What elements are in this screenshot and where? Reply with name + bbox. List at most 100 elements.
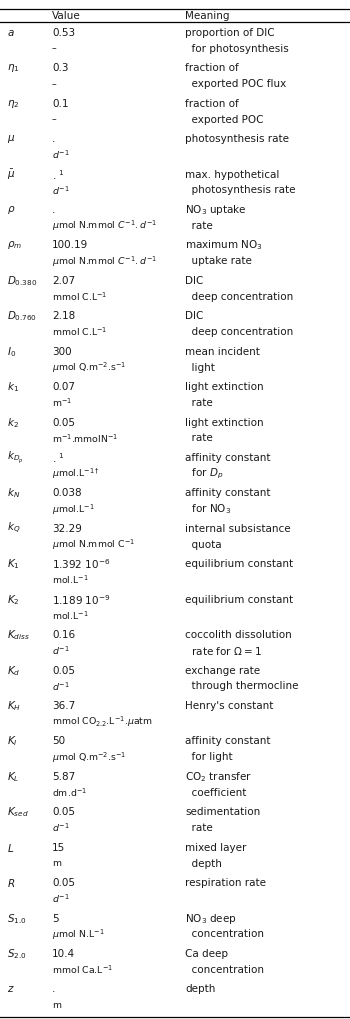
Text: 300: 300 (52, 346, 72, 357)
Text: $k_{D_p}$: $k_{D_p}$ (7, 450, 23, 466)
Text: exported POC: exported POC (185, 114, 264, 124)
Text: $D_{0.760}$: $D_{0.760}$ (7, 310, 37, 323)
Text: mmol C.L$^{-1}$: mmol C.L$^{-1}$ (52, 326, 107, 338)
Text: . $^1$: . $^1$ (52, 168, 65, 181)
Text: $D_{0.380}$: $D_{0.380}$ (7, 274, 37, 287)
Text: concentration: concentration (185, 965, 264, 975)
Text: $K_{sed}$: $K_{sed}$ (7, 805, 29, 819)
Text: equilibrium constant: equilibrium constant (185, 559, 293, 570)
Text: $k_Q$: $k_Q$ (7, 522, 20, 536)
Text: $\mu$mol.L$^{-1}$: $\mu$mol.L$^{-1}$ (52, 502, 95, 517)
Text: DIC: DIC (185, 276, 203, 286)
Text: mixed layer: mixed layer (185, 843, 246, 853)
Text: affinity constant: affinity constant (185, 737, 271, 747)
Text: $K_{diss}$: $K_{diss}$ (7, 629, 30, 642)
Text: dm.d$^{-1}$: dm.d$^{-1}$ (52, 787, 87, 799)
Text: deep concentration: deep concentration (185, 291, 293, 302)
Text: 0.05: 0.05 (52, 665, 75, 676)
Text: 1.189 $10^{-9}$: 1.189 $10^{-9}$ (52, 593, 111, 606)
Text: internal subsistance: internal subsistance (185, 524, 290, 534)
Text: for $D_p$: for $D_p$ (185, 467, 223, 481)
Text: $\rho_m$: $\rho_m$ (7, 239, 22, 252)
Text: $\mu$mol Q.m$^{-2}$.s$^{-1}$: $\mu$mol Q.m$^{-2}$.s$^{-1}$ (52, 750, 126, 764)
Text: 0.1: 0.1 (52, 99, 69, 109)
Text: $K_I$: $K_I$ (7, 735, 18, 748)
Text: m: m (52, 1001, 61, 1010)
Text: 32.29: 32.29 (52, 524, 82, 534)
Text: respiration rate: respiration rate (185, 878, 266, 889)
Text: $K_2$: $K_2$ (7, 593, 20, 606)
Text: $\bar{\mu}$: $\bar{\mu}$ (7, 167, 15, 181)
Text: NO$_3$ deep: NO$_3$ deep (185, 912, 237, 925)
Text: .: . (52, 984, 55, 995)
Text: $k_1$: $k_1$ (7, 380, 19, 394)
Text: 0.07: 0.07 (52, 382, 75, 392)
Text: rate: rate (185, 823, 213, 834)
Text: $d^{-1}$: $d^{-1}$ (52, 184, 70, 197)
Text: 0.16: 0.16 (52, 630, 75, 640)
Text: $k_2$: $k_2$ (7, 416, 19, 430)
Text: $\eta_1$: $\eta_1$ (7, 62, 20, 74)
Text: $d^{-1}$: $d^{-1}$ (52, 822, 70, 835)
Text: photosynthesis rate: photosynthesis rate (185, 185, 295, 196)
Text: $\mu$: $\mu$ (7, 133, 15, 145)
Text: through thermocline: through thermocline (185, 682, 299, 692)
Text: 5: 5 (52, 914, 59, 923)
Text: affinity constant: affinity constant (185, 453, 271, 463)
Text: $\mu$mol.L$^{-1\dagger}$: $\mu$mol.L$^{-1\dagger}$ (52, 467, 100, 481)
Text: rate: rate (185, 221, 213, 231)
Text: sedimentation: sedimentation (185, 807, 260, 817)
Text: .: . (52, 135, 55, 145)
Text: –: – (52, 44, 57, 53)
Text: $d^{-1}$: $d^{-1}$ (52, 680, 70, 693)
Text: $\mu$mol N.L$^{-1}$: $\mu$mol N.L$^{-1}$ (52, 927, 105, 942)
Text: CO$_2$ transfer: CO$_2$ transfer (185, 770, 252, 784)
Text: $\eta_2$: $\eta_2$ (7, 98, 19, 110)
Text: 2.18: 2.18 (52, 312, 75, 321)
Text: fraction of: fraction of (185, 63, 239, 73)
Text: m: m (52, 859, 61, 868)
Text: DIC: DIC (185, 312, 203, 321)
Text: 0.05: 0.05 (52, 418, 75, 428)
Text: NO$_3$ uptake: NO$_3$ uptake (185, 203, 247, 217)
Text: 2.07: 2.07 (52, 276, 75, 286)
Text: $S_{2.0}$: $S_{2.0}$ (7, 947, 27, 961)
Text: $d^{-1}$: $d^{-1}$ (52, 893, 70, 905)
Text: $z$: $z$ (7, 984, 15, 995)
Text: light extinction: light extinction (185, 418, 264, 428)
Text: mmol CO$_{2.2}$.L$^{-1}$.$\mu$atm: mmol CO$_{2.2}$.L$^{-1}$.$\mu$atm (52, 714, 153, 730)
Text: Meaning: Meaning (185, 10, 230, 20)
Text: 50: 50 (52, 737, 65, 747)
Text: exchange rate: exchange rate (185, 665, 260, 676)
Text: for photosynthesis: for photosynthesis (185, 44, 289, 54)
Text: m$^{-1}$: m$^{-1}$ (52, 396, 72, 410)
Text: 1.392 $10^{-6}$: 1.392 $10^{-6}$ (52, 557, 110, 572)
Text: for NO$_3$: for NO$_3$ (185, 502, 231, 517)
Text: $K_d$: $K_d$ (7, 663, 20, 678)
Text: maximum NO$_3$: maximum NO$_3$ (185, 238, 262, 253)
Text: $\mu$mol N.mmol $C^{-1}.d^{-1}$: $\mu$mol N.mmol $C^{-1}.d^{-1}$ (52, 219, 157, 233)
Text: rate for $\Omega = 1$: rate for $\Omega = 1$ (185, 645, 262, 657)
Text: depth: depth (185, 859, 222, 868)
Text: 0.05: 0.05 (52, 878, 75, 889)
Text: $S_{1.0}$: $S_{1.0}$ (7, 912, 27, 925)
Text: uptake rate: uptake rate (185, 257, 252, 266)
Text: –: – (52, 79, 57, 89)
Text: 36.7: 36.7 (52, 701, 75, 711)
Text: 0.3: 0.3 (52, 63, 69, 73)
Text: $\rho$: $\rho$ (7, 204, 15, 216)
Text: max. hypothetical: max. hypothetical (185, 169, 279, 179)
Text: exported POC flux: exported POC flux (185, 79, 286, 90)
Text: .: . (52, 205, 55, 215)
Text: $K_L$: $K_L$ (7, 770, 19, 784)
Text: deep concentration: deep concentration (185, 327, 293, 337)
Text: concentration: concentration (185, 929, 264, 940)
Text: –: – (52, 115, 57, 124)
Text: $a$: $a$ (7, 28, 15, 38)
Text: light extinction: light extinction (185, 382, 264, 392)
Text: mean incident: mean incident (185, 346, 260, 357)
Text: rate: rate (185, 433, 213, 443)
Text: 10.4: 10.4 (52, 949, 75, 959)
Text: $\mu$mol N.mmol $C^{-1}.d^{-1}$: $\mu$mol N.mmol $C^{-1}.d^{-1}$ (52, 254, 157, 269)
Text: quota: quota (185, 540, 222, 549)
